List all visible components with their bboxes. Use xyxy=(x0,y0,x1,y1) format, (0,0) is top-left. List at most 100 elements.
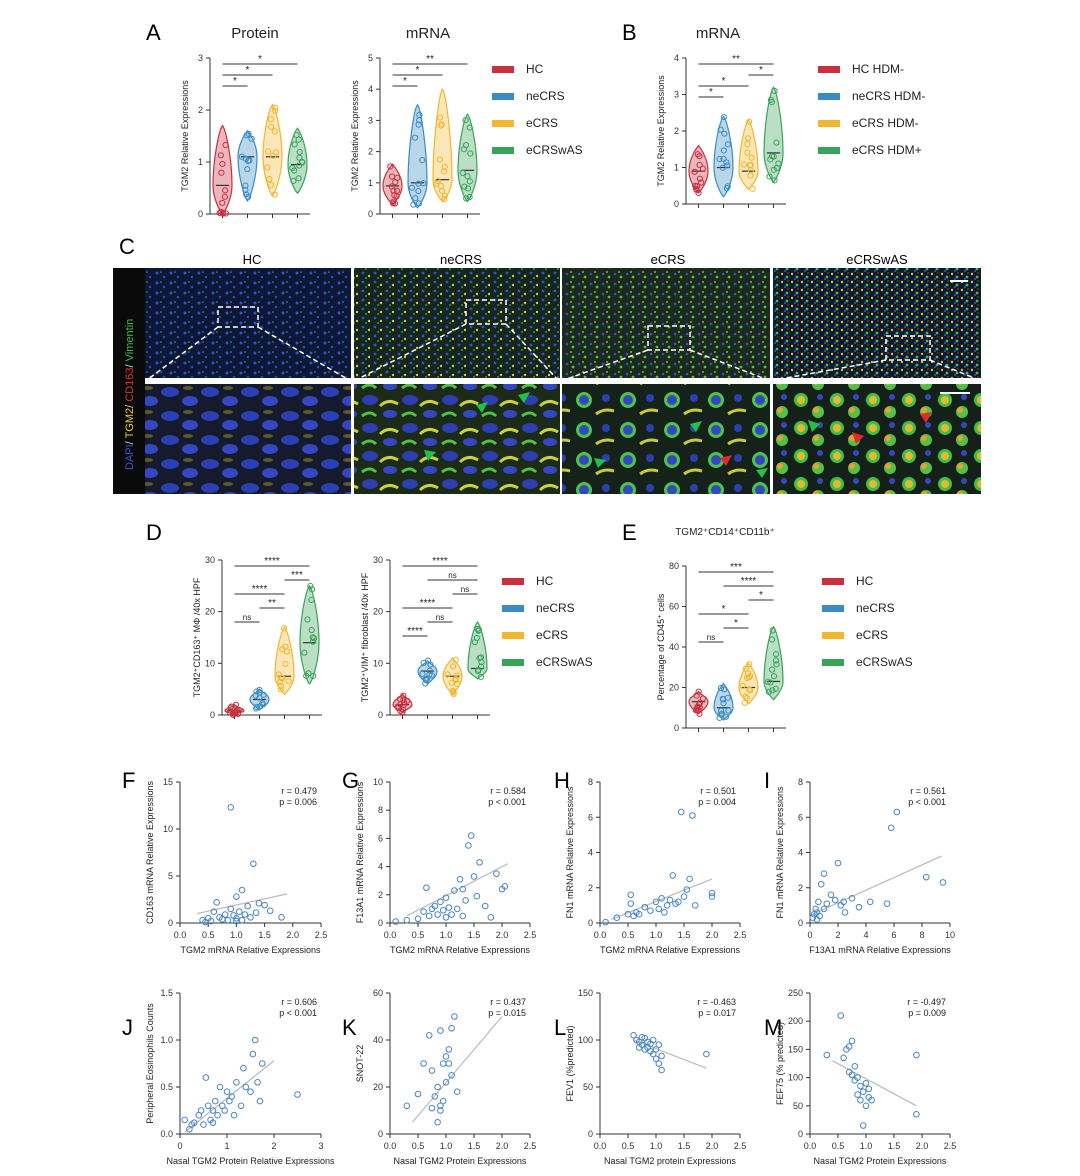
data-point xyxy=(693,706,700,713)
data-point xyxy=(627,900,635,907)
data-point xyxy=(277,682,285,690)
data-point xyxy=(770,673,778,680)
data-point xyxy=(473,892,481,900)
data-point xyxy=(200,1121,207,1128)
legend-swatch xyxy=(492,66,514,73)
data-point xyxy=(425,1032,433,1039)
data-point xyxy=(307,582,314,590)
data-point xyxy=(310,635,318,642)
data-point xyxy=(392,179,399,186)
data-point xyxy=(271,191,278,198)
data-point xyxy=(436,156,444,163)
data-point xyxy=(285,678,292,685)
violin-ecrswas xyxy=(299,584,320,685)
zoom-line-ecrswas-left xyxy=(774,359,887,381)
correlation-p: p < 0.001 xyxy=(908,797,946,807)
data-point xyxy=(815,898,822,906)
data-point xyxy=(442,1053,450,1060)
data-point xyxy=(769,627,776,634)
data-point xyxy=(214,1111,221,1119)
y-axis-title: TGM2⁺VIM⁺ fibroblast /40x HPF xyxy=(360,572,370,702)
legend-label: neCRS xyxy=(526,89,565,103)
violin-ecrswas xyxy=(467,621,488,680)
legend-swatch xyxy=(818,93,840,100)
data-point xyxy=(467,150,474,157)
data-point xyxy=(893,808,901,816)
data-point xyxy=(410,201,417,208)
y-tick-label: 20 xyxy=(373,607,383,617)
data-point xyxy=(478,663,485,670)
x-tick-label: 2.0 xyxy=(706,1141,719,1151)
data-point xyxy=(462,117,469,124)
y-tick-label: 10 xyxy=(163,824,173,834)
x-tick-label: 1.0 xyxy=(440,1141,453,1151)
data-point xyxy=(720,113,727,121)
panel-label-k: K xyxy=(342,1015,357,1040)
x-tick-label: 1.0 xyxy=(440,930,453,940)
y-axis-title: Peripheral Eosinophils Counts xyxy=(145,1003,155,1124)
data-point xyxy=(649,1036,657,1044)
data-point xyxy=(391,192,398,199)
data-point xyxy=(655,1060,663,1067)
data-point xyxy=(243,132,250,139)
data-point xyxy=(267,116,275,123)
data-point xyxy=(771,87,778,95)
data-point xyxy=(453,905,461,913)
data-point xyxy=(773,661,780,668)
y-tick-label: 100 xyxy=(788,1073,803,1083)
data-point xyxy=(862,1102,870,1110)
x-tick-label: 2.0 xyxy=(916,1141,929,1151)
data-point xyxy=(227,905,235,913)
data-point xyxy=(233,917,240,925)
data-point xyxy=(602,918,609,926)
legend-swatch xyxy=(492,93,514,100)
panel-label-j: J xyxy=(122,1015,133,1040)
micrograph-necrs-zoom xyxy=(354,384,560,494)
legend-label: eCRSwAS xyxy=(536,655,593,669)
data-point xyxy=(249,1050,257,1058)
y-tick-label: 2 xyxy=(588,883,593,893)
y-axis-title: SNOT-22 xyxy=(355,1045,365,1083)
data-point xyxy=(770,153,777,160)
data-point xyxy=(658,895,665,902)
data-point xyxy=(699,695,707,702)
scatter-chart-k: 0.0 0.5 1.0 1.5 2.0 2.5 0 20 40 60 Nasal TGM2 Prot… xyxy=(355,988,536,1166)
x-tick-label: 0.5 xyxy=(202,930,215,940)
data-point xyxy=(848,1037,856,1045)
data-point xyxy=(862,1079,870,1087)
correlation-r: r = 0.584 xyxy=(490,786,526,796)
data-point xyxy=(439,1060,447,1067)
data-point xyxy=(222,210,230,217)
legend-label: eCRS xyxy=(526,116,558,130)
significance-label: ns xyxy=(461,585,469,594)
data-point xyxy=(216,1083,224,1091)
significance-label: **** xyxy=(407,626,423,637)
correlation-p: p < 0.001 xyxy=(279,1008,317,1018)
data-point xyxy=(296,148,303,156)
data-point xyxy=(437,898,444,906)
legend-groups-a: HC neCRS eCRS eCRSwAS xyxy=(492,62,583,157)
y-tick-label: 1 xyxy=(368,178,373,188)
y-tick-label: 0 xyxy=(798,918,803,928)
data-point xyxy=(272,104,279,111)
data-point xyxy=(428,1067,436,1074)
legend-groups-d: HC neCRS eCRS eCRSwAS xyxy=(502,574,593,669)
x-tick-label: 8 xyxy=(919,930,924,940)
data-point xyxy=(419,156,426,164)
data-point xyxy=(437,1107,444,1114)
arrow-green-1 xyxy=(518,392,530,403)
y-tick-label: 250 xyxy=(788,988,803,998)
data-point xyxy=(638,1033,646,1041)
data-point xyxy=(219,199,226,206)
data-point xyxy=(221,911,229,918)
data-point xyxy=(655,905,663,913)
y-tick-label: 8 xyxy=(378,805,383,815)
data-point xyxy=(420,659,427,666)
x-tick-label: 0.0 xyxy=(384,1141,397,1151)
data-point xyxy=(703,1050,710,1058)
data-point xyxy=(439,1097,447,1105)
data-point xyxy=(303,672,310,679)
arrow-red-1 xyxy=(720,455,732,466)
significance-label: * xyxy=(734,618,738,629)
